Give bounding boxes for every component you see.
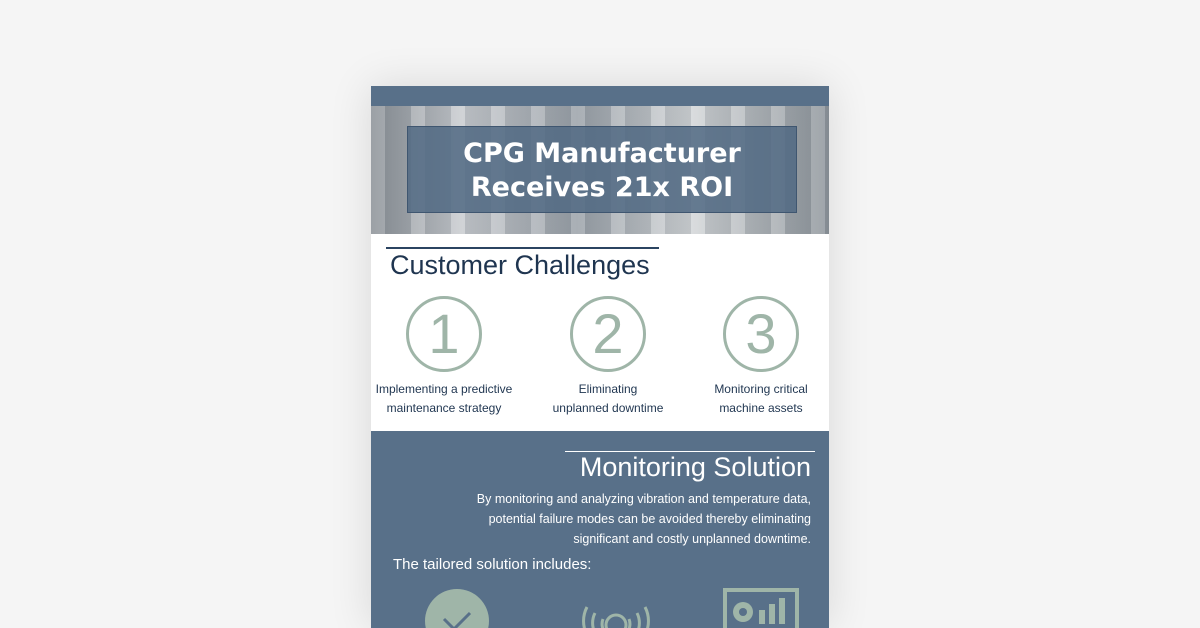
challenge-item: 3 Monitoring critical machine assets — [686, 296, 829, 418]
challenge-text: Monitoring critical — [714, 382, 808, 396]
challenge-item: 2 Eliminating unplanned downtime — [533, 296, 683, 418]
challenge-text: Eliminating — [578, 382, 638, 396]
challenges-heading: Customer Challenges — [390, 250, 650, 280]
challenge-text: unplanned downtime — [552, 401, 664, 415]
checkmark-icon — [425, 589, 489, 628]
solution-heading: Monitoring Solution — [579, 452, 811, 482]
hero-banner: CPG Manufacturer Receives 21x ROI — [371, 106, 829, 234]
divider — [565, 451, 815, 452]
challenge-text: Implementing a predictive — [375, 382, 513, 396]
title-line-2: Receives 21x ROI — [470, 172, 734, 203]
challenges-section: Customer Challenges 1 Implementing a pre… — [371, 234, 829, 431]
top-bar — [371, 86, 829, 106]
number-circle: 2 — [570, 296, 646, 372]
includes-label: The tailored solution includes: — [393, 556, 592, 573]
solution-section: Monitoring Solution By monitoring and an… — [371, 431, 829, 628]
challenge-item: 1 Implementing a predictive maintenance s… — [371, 296, 519, 418]
challenge-text: machine assets — [719, 401, 803, 415]
number-circle: 3 — [723, 296, 799, 372]
dashboard-icon — [723, 588, 799, 628]
infographic-card: CPG Manufacturer Receives 21x ROI Custom… — [371, 86, 829, 628]
hero-title: CPG Manufacturer Receives 21x ROI — [407, 126, 797, 213]
wireless-sensor-icon — [582, 606, 650, 628]
number-circle: 1 — [406, 296, 482, 372]
solution-description: By monitoring and analyzing vibration an… — [476, 492, 811, 546]
challenge-text: maintenance strategy — [386, 401, 502, 415]
title-line-1: CPG Manufacturer — [463, 138, 741, 169]
divider — [386, 247, 659, 249]
